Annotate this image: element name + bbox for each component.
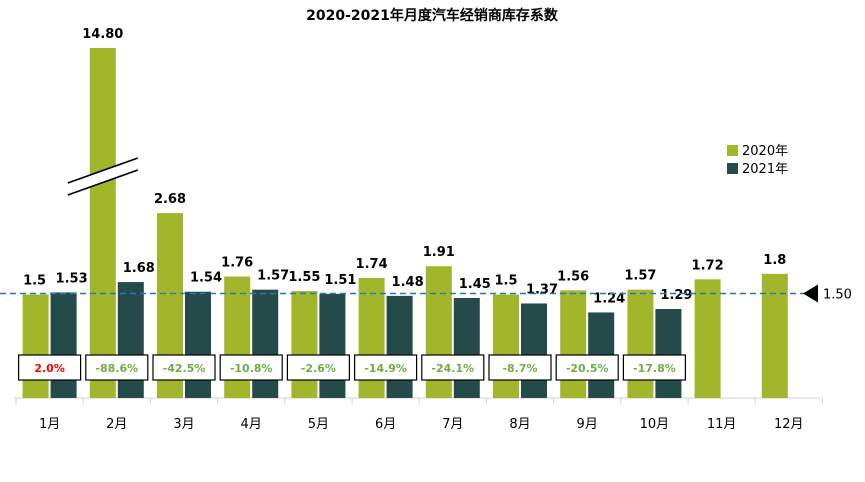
yoy-label: 2.0%	[34, 362, 65, 375]
category-label: 11月	[707, 417, 737, 432]
reference-line-group: 1.50	[0, 284, 852, 303]
legend-swatch	[727, 163, 738, 174]
data-label-2020: 1.8	[763, 253, 786, 268]
category-label: 3月	[173, 417, 194, 432]
bar-2021	[521, 303, 547, 398]
bar-2021	[453, 297, 480, 398]
yoy-label: -2.6%	[301, 362, 336, 375]
category-label: 9月	[577, 417, 598, 432]
bar-2020	[89, 48, 116, 398]
bar-2020	[761, 273, 788, 398]
category-label: 2月	[106, 417, 127, 432]
reference-label: 1.50	[823, 288, 852, 303]
yoy-box	[622, 354, 687, 381]
legend-label: 2020年	[742, 144, 788, 159]
legend: 2020年 2021年	[727, 144, 788, 177]
yoy-box	[421, 354, 485, 381]
bars-group	[14, 48, 823, 404]
data-label-2020: 1.74	[356, 257, 388, 272]
bar-2021	[185, 291, 211, 398]
bar-2021	[50, 292, 77, 398]
legend-swatch	[727, 145, 738, 156]
data-label-2021: 1.37	[526, 282, 558, 297]
data-label-2021: 1.53	[56, 271, 88, 286]
yoy-box	[18, 354, 82, 381]
bar-2021	[319, 293, 346, 398]
yoy-box	[354, 354, 418, 381]
yoy-label: -14.9%	[364, 362, 407, 375]
data-label-2020: 1.55	[288, 270, 320, 285]
yoy-box	[488, 354, 552, 381]
category-label: 6月	[375, 417, 396, 432]
data-label-2021: 1.29	[660, 288, 692, 303]
yoy-labels-group: 2.0% -88.6% -42.5% -10.8% -2.6% -14.9% -24.1% -…	[18, 354, 687, 381]
data-label-2020: 1.91	[423, 245, 455, 260]
yoy-label: -88.6%	[95, 362, 138, 375]
data-label-2021: 1.45	[459, 277, 491, 292]
yoy-label: -17.8%	[633, 362, 676, 375]
bar-2021	[655, 308, 682, 398]
yoy-box	[152, 354, 216, 381]
data-label-2020: 1.56	[557, 269, 589, 284]
data-label-2020: 1.5	[23, 274, 46, 289]
data-label-2020: 1.72	[692, 258, 724, 273]
legend-label: 2021年	[742, 162, 788, 177]
yoy-box	[286, 354, 350, 381]
data-label-2020: 2.68	[154, 192, 186, 207]
yoy-box	[85, 354, 149, 381]
bar-2020	[291, 291, 318, 398]
bar-2021	[117, 282, 144, 398]
data-label-2021: 1.24	[593, 291, 625, 306]
data-label-2021: 1.57	[257, 269, 289, 284]
data-label-2021: 1.48	[392, 275, 424, 290]
yoy-label: -42.5%	[163, 362, 206, 375]
yoy-box	[219, 354, 283, 381]
yoy-box	[555, 354, 619, 381]
data-label-2020: 1.5	[494, 274, 517, 289]
category-labels-group: 1月 2月 3月 4月 5月 6月 7月 8月 9月 10月 11月 12月	[39, 417, 804, 432]
category-label: 10月	[640, 417, 670, 432]
axis-break-gap	[67, 158, 138, 195]
data-label-2021: 1.54	[190, 271, 222, 286]
yoy-label: -10.8%	[230, 362, 273, 375]
data-label-2021: 1.51	[324, 273, 356, 288]
data-label-2020: 14.80	[82, 27, 123, 42]
bar-2021	[252, 289, 279, 398]
bar-2020	[627, 289, 654, 398]
bar-2021	[386, 295, 413, 398]
yoy-label: -20.5%	[566, 362, 609, 375]
bar-2020	[493, 294, 519, 398]
data-label-2021: 1.68	[123, 261, 155, 276]
axis-break-mark	[67, 157, 139, 184]
bar-2020	[22, 294, 49, 398]
axis-break-mark	[67, 169, 139, 196]
category-label: 12月	[774, 417, 804, 432]
chart-title: 2020-2021年月度汽车经销商库存系数	[306, 7, 559, 24]
category-label: 4月	[241, 417, 262, 432]
category-label: 7月	[442, 417, 463, 432]
data-label-2020: 1.76	[221, 256, 253, 271]
reference-marker	[803, 284, 818, 303]
category-label: 1月	[39, 417, 60, 432]
category-label: 8月	[509, 417, 530, 432]
data-label-2020: 1.57	[624, 269, 656, 284]
yoy-label: -8.7%	[502, 362, 537, 375]
category-label: 5月	[308, 417, 329, 432]
bar-2020	[560, 290, 587, 398]
yoy-label: -24.1%	[431, 362, 474, 375]
bar-2020	[694, 279, 721, 398]
